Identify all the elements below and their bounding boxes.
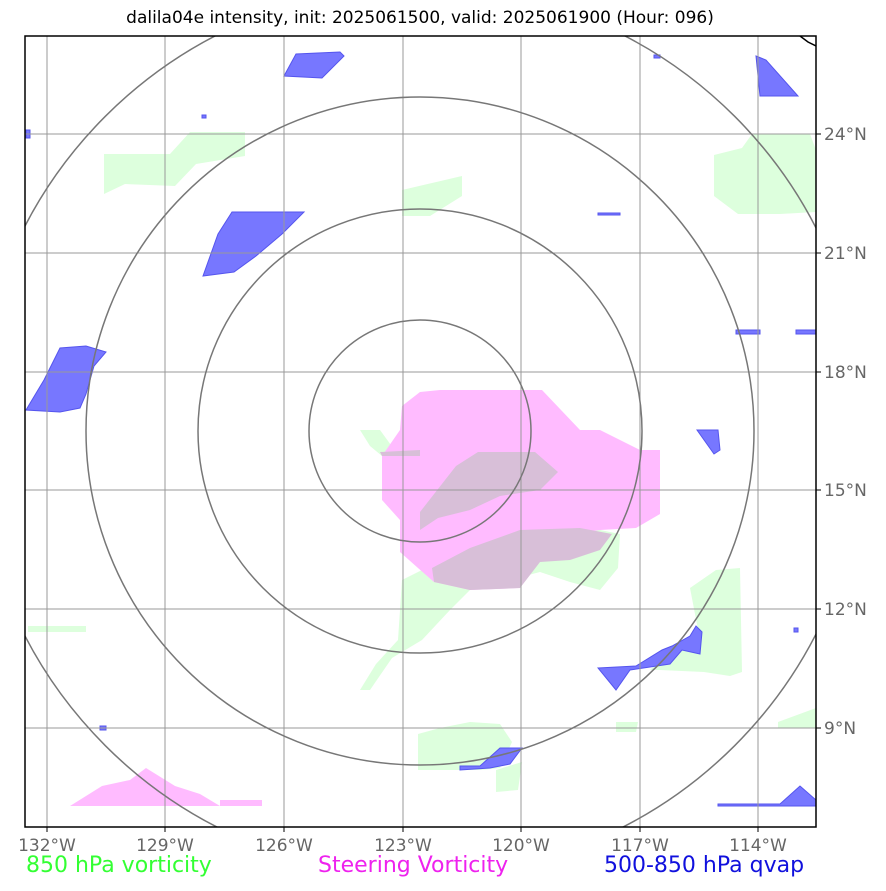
- longitude-labels: 132°W 129°W 126°W 123°W 120°W 117°W 114°…: [18, 836, 787, 856]
- steering-vorticity-shading: [70, 390, 660, 806]
- lat-label: 15°N: [824, 481, 867, 501]
- lon-label: 126°W: [255, 836, 313, 856]
- coastline: [799, 36, 816, 47]
- lon-label: 123°W: [374, 836, 432, 856]
- plot-frame: [24, 35, 817, 828]
- graticule: [25, 36, 816, 827]
- lon-label: 117°W: [611, 836, 669, 856]
- range-ring-3: [85, 96, 755, 766]
- lon-label: 120°W: [492, 836, 550, 856]
- lon-label: 129°W: [136, 836, 194, 856]
- range-ring-1: [308, 319, 532, 543]
- lat-label: 18°N: [824, 363, 867, 383]
- lat-label: 9°N: [824, 719, 856, 739]
- map-title: dalila04e intensity, init: 2025061500, v…: [126, 8, 714, 28]
- latitude-labels: 24°N 21°N 18°N 15°N 12°N 9°N: [824, 125, 867, 739]
- legend-qvap: 500-850 hPa qvap: [604, 853, 805, 878]
- legend-vorticity: 850 hPa vorticity: [26, 853, 212, 878]
- tick-marks: [46, 133, 821, 832]
- lat-label: 12°N: [824, 600, 867, 620]
- range-rings: [25, 36, 816, 827]
- legend-steering-vorticity: Steering Vorticity: [318, 853, 509, 878]
- lat-label: 24°N: [824, 125, 867, 145]
- lon-label: 114°W: [729, 836, 787, 856]
- lat-label: 21°N: [824, 244, 867, 264]
- qvap-shading: [25, 51, 816, 807]
- range-ring-2: [197, 208, 643, 654]
- lon-label: 132°W: [18, 836, 76, 856]
